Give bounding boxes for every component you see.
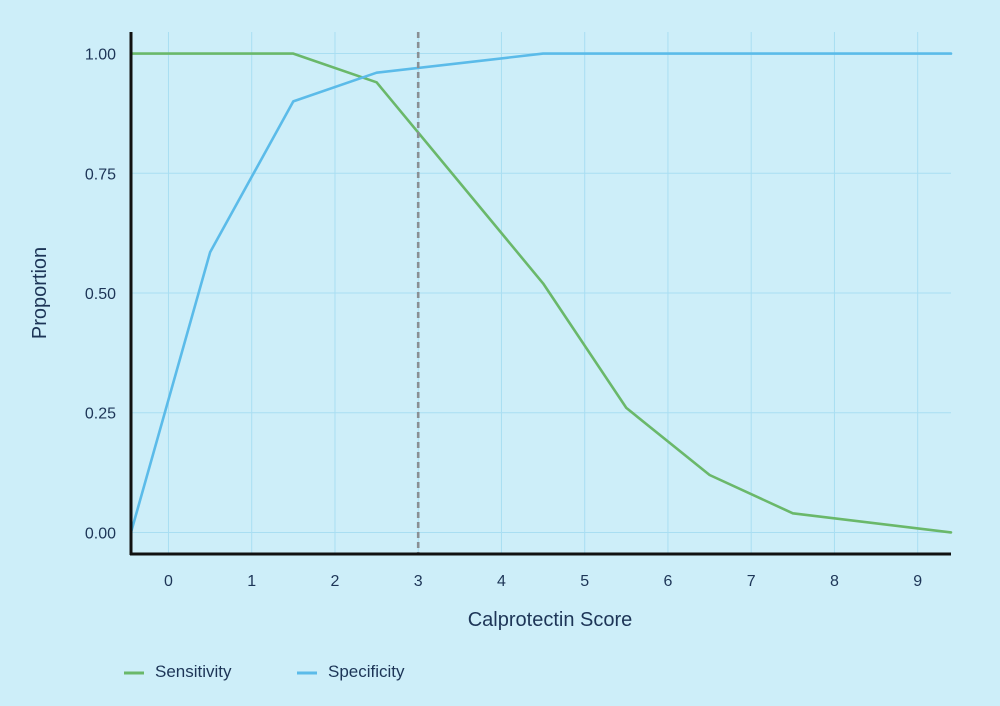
- legend-label-specificity: Specificity: [328, 662, 405, 681]
- y-tick-label: 0.75: [85, 166, 116, 183]
- legend: Sensitivity Specificity: [124, 662, 405, 681]
- x-tick-label: 1: [247, 573, 256, 590]
- y-tick-label: 0.50: [85, 286, 116, 303]
- x-tick-label: 0: [164, 573, 173, 590]
- x-tick-label: 8: [830, 573, 839, 590]
- grid-layer: [131, 32, 951, 554]
- specificity-line: [129, 52, 953, 534]
- legend-label-sensitivity: Sensitivity: [155, 662, 232, 681]
- y-tick-label: 0.00: [85, 525, 116, 542]
- y-axis-title: Proportion: [29, 247, 51, 339]
- ticks-layer: 0 1 2 3 4 5 6 7 8 9 0.00 0.25 0.50 0.75 1.00: [85, 47, 922, 590]
- y-tick-label: 1.00: [85, 47, 116, 64]
- sensitivity-line: [129, 52, 953, 534]
- x-tick-label: 3: [414, 573, 423, 590]
- y-tick-label: 0.25: [85, 406, 116, 423]
- axes-layer: [129, 32, 951, 556]
- x-tick-label: 2: [331, 573, 340, 590]
- series-layer: [129, 52, 953, 534]
- x-tick-label: 6: [664, 573, 673, 590]
- x-axis-title: Calprotectin Score: [468, 609, 633, 631]
- x-tick-label: 7: [747, 573, 756, 590]
- x-tick-label: 4: [497, 573, 506, 590]
- x-tick-label: 5: [580, 573, 589, 590]
- x-tick-label: 9: [913, 573, 922, 590]
